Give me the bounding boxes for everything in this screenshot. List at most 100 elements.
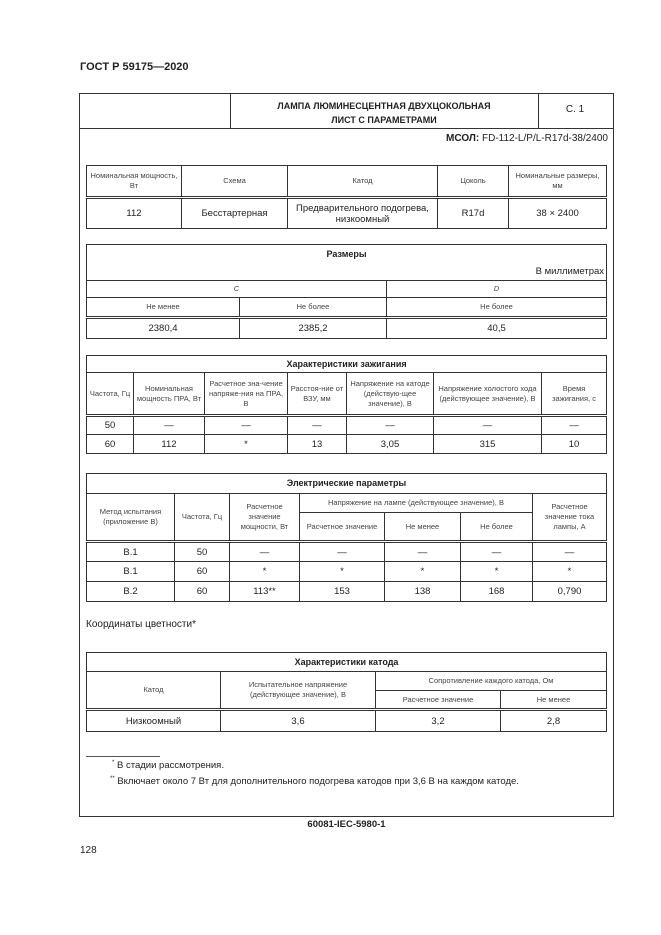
header-cell: Номинальные размеры, мм xyxy=(508,165,607,199)
cell: 168 xyxy=(460,581,533,602)
lamp-main-table: Номинальная мощность, Вт Схема Катод Цок… xyxy=(86,165,607,229)
cell: — xyxy=(532,541,607,562)
header-cell: Расчетное зна-чение напряже-ния на ПРА, … xyxy=(204,372,288,417)
table-title: Характеристики зажигания xyxy=(85,355,608,373)
header-cell: Расстоя-ние от ВЗУ, мм xyxy=(287,372,347,417)
cell: 2380,4 xyxy=(86,317,240,339)
footnote-text: Включает около 7 Вт для дополнительного … xyxy=(117,776,519,788)
cell: 112 xyxy=(86,197,182,229)
header-cell: Не менее xyxy=(499,690,608,711)
table-row: Низкоомный 3,6 3,2 2,8 xyxy=(86,709,608,732)
cell: 138 xyxy=(384,581,461,602)
cell: — xyxy=(287,415,347,435)
standard-header: ГОСТ Р 59175—2020 xyxy=(80,61,189,73)
electrical-table: Электрические параметры Метод испытания … xyxy=(86,473,607,602)
cell: 113** xyxy=(229,581,300,602)
cell: * xyxy=(299,561,385,582)
cell: 60 xyxy=(174,561,230,582)
cell: 50 xyxy=(174,541,230,562)
cell: 13 xyxy=(287,434,347,454)
cell: — xyxy=(229,541,300,562)
header-cell: Напряжение холостого хода (действующее з… xyxy=(433,372,542,417)
header-cell: Номинальная мощность ПРА, Вт xyxy=(133,372,205,417)
table-row: B.1 60 * * * * * xyxy=(86,561,607,582)
cell: * xyxy=(229,561,300,582)
footnote-rule xyxy=(86,756,160,757)
footnote: ** Включает около 7 Вт для дополнительно… xyxy=(110,776,519,787)
table-row: B.2 60 113** 153 138 168 0,790 xyxy=(86,581,607,602)
cell: * xyxy=(204,434,288,454)
divider xyxy=(538,93,539,128)
header-cell: Не более xyxy=(460,512,533,543)
table-row: 50— — — — — — xyxy=(86,415,608,435)
cell: 50 xyxy=(86,415,134,435)
cell: * xyxy=(532,561,607,582)
header-cell: Время зажигания, с xyxy=(540,372,608,417)
header-cell: Катод xyxy=(86,671,221,711)
footnote-text: В стадии рассмотрения. xyxy=(116,760,224,772)
header-cell: Испытательное напряжение (действующее зн… xyxy=(220,671,376,711)
header-cell: Напряжение на катоде (действую-щее значе… xyxy=(346,372,434,417)
cell: 3,05 xyxy=(346,434,434,454)
table-title: Характеристики катода xyxy=(85,652,608,672)
page-number: 128 xyxy=(80,845,97,856)
header-cell: Катод xyxy=(287,165,438,199)
header-cell: Не менее xyxy=(86,297,240,319)
cell: 60 xyxy=(86,434,134,454)
header-cell: Напряжение на лампе (действующее значени… xyxy=(299,493,533,513)
footnote-mark: * xyxy=(112,760,115,766)
footer-code: 60081-IEC-5980-1 xyxy=(307,819,386,830)
cell: 3,2 xyxy=(375,709,501,732)
cell: 0,790 xyxy=(532,581,607,602)
cell: 38 × 2400 xyxy=(508,197,607,229)
footnote-mark: ** xyxy=(110,776,115,782)
header-cell: Номинальная мощность, Вт xyxy=(86,165,182,199)
cell: 3,6 xyxy=(220,709,376,732)
cell: B.1 xyxy=(86,541,175,562)
table-row: 60 112 * 13 3,05 315 10 xyxy=(86,434,608,454)
mcol-designation: МСОЛ: FD-112-L/P/L-R17d-38/2400 xyxy=(446,133,608,144)
divider xyxy=(79,128,613,129)
mcol-label: МСОЛ: xyxy=(446,133,480,144)
ignition-table: Характеристики зажигания Частота, Гц Ном… xyxy=(85,355,608,454)
header-cell: D xyxy=(385,280,608,298)
header-cell: Частота, Гц xyxy=(174,493,230,543)
title-line-1: ЛАМПА ЛЮМИНЕСЦЕНТНАЯ ДВУХЦОКОЛЬНАЯ xyxy=(277,101,491,111)
cell: — xyxy=(433,415,542,435)
cell: 153 xyxy=(299,581,385,602)
cell: B.1 xyxy=(86,561,175,582)
cell: — xyxy=(346,415,434,435)
cell: — xyxy=(460,541,533,562)
cell: — xyxy=(384,541,461,562)
header-cell: Расчетное значение мощности, Вт xyxy=(229,493,300,543)
header-cell: Метод испытания (приложение В) xyxy=(86,493,175,543)
divider xyxy=(230,93,231,128)
header-cell: Сопротивление каждого катода, Ом xyxy=(374,671,608,691)
sheet-title: ЛАМПА ЛЮМИНЕСЦЕНТНАЯ ДВУХЦОКОЛЬНАЯ ЛИСТ … xyxy=(230,99,538,127)
table-title: Электрические параметры xyxy=(86,473,607,494)
mcol-value: FD-112-L/P/L-R17d-38/2400 xyxy=(482,133,608,144)
sheet-number: С. 1 xyxy=(565,104,585,115)
cell: 40,5 xyxy=(385,317,608,339)
cell: B.2 xyxy=(86,581,175,602)
chromaticity-label: Координаты цветности* xyxy=(86,619,196,630)
header-cell: Не более xyxy=(239,297,387,319)
cell: 112 xyxy=(133,434,205,454)
cell: — xyxy=(133,415,205,435)
cell: — xyxy=(204,415,288,435)
cell: — xyxy=(540,415,608,435)
header-cell: Не более xyxy=(385,297,608,319)
sizes-table: Размеры В миллиметрах C D Не менее Не бо… xyxy=(85,244,608,339)
header-cell: Расчетное значение тока лампы, А xyxy=(532,493,607,543)
cell: * xyxy=(460,561,533,582)
header-cell: Частота, Гц xyxy=(86,372,134,417)
cell: Низкоомный xyxy=(86,709,221,732)
cell: 60 xyxy=(174,581,230,602)
cell: Бесстартерная xyxy=(181,197,288,229)
header-cell: Схема xyxy=(181,165,288,199)
table-title: Размеры xyxy=(85,244,608,264)
cell: R17d xyxy=(437,197,509,229)
unit-label: В миллиметрах xyxy=(85,263,608,281)
footnote: * В стадии рассмотрения. xyxy=(112,760,224,771)
